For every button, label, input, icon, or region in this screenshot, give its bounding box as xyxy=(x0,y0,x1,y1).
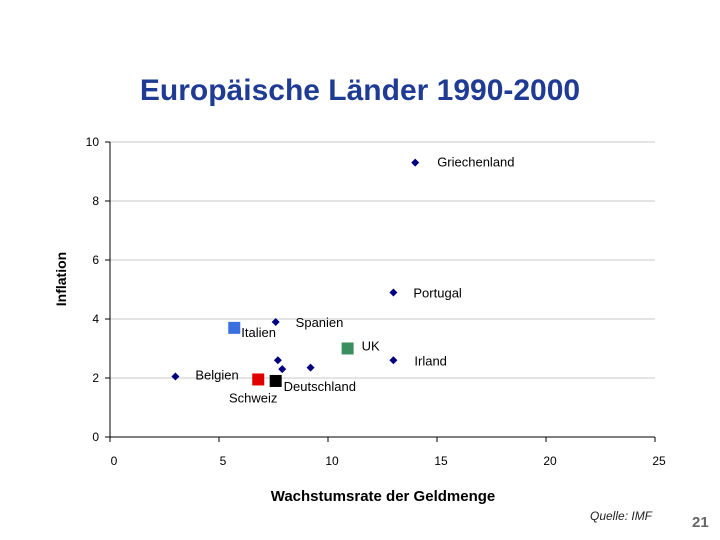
axes xyxy=(105,141,656,442)
data-point-diamond xyxy=(411,158,420,167)
data-point-square xyxy=(269,374,282,387)
point-label: Italien xyxy=(241,325,276,340)
page-number: 21 xyxy=(692,514,709,531)
point-label: Irland xyxy=(414,353,447,368)
y-axis-label: Inflation xyxy=(53,252,69,306)
point-label: Belgien xyxy=(195,368,238,383)
data-point-diamond xyxy=(389,288,398,297)
x-tick-label: 5 xyxy=(220,454,227,468)
point-label: Spanien xyxy=(296,315,344,330)
y-tick-label: 10 xyxy=(86,135,100,149)
data-point-diamond xyxy=(271,317,280,326)
chart-title: Europäische Länder 1990-2000 xyxy=(139,74,581,107)
point-labels: Griechenland Portugal Spanien Italien UK Irla… xyxy=(195,155,514,406)
point-label: Deutschland xyxy=(284,379,356,394)
y-tick-label: 4 xyxy=(92,312,99,326)
data-point-diamond xyxy=(278,365,287,374)
data-point-square xyxy=(228,321,241,334)
data-point-diamond xyxy=(171,372,180,381)
y-tick-label: 2 xyxy=(92,371,99,385)
point-label: Griechenland xyxy=(437,155,514,170)
point-label: UK xyxy=(362,339,380,354)
source-note: Quelle: IMF xyxy=(590,509,653,523)
tick-labels: 0 2 4 6 8 10 0 5 10 15 20 25 xyxy=(86,135,666,468)
x-tick-label: 0 xyxy=(111,454,118,468)
x-tick-label: 15 xyxy=(434,454,448,468)
data-points xyxy=(171,158,420,387)
y-tick-label: 6 xyxy=(92,253,99,267)
y-tick-label: 8 xyxy=(92,194,99,208)
point-label: Schweiz xyxy=(229,390,277,405)
point-label: Portugal xyxy=(413,285,462,300)
x-tick-label: 25 xyxy=(652,454,666,468)
x-tick-label: 20 xyxy=(543,454,557,468)
data-point-diamond xyxy=(306,363,315,372)
data-point-square xyxy=(341,342,354,355)
data-point-square xyxy=(252,373,265,386)
x-tick-label: 10 xyxy=(325,454,339,468)
gridlines xyxy=(110,141,655,379)
y-tick-label: 0 xyxy=(92,430,99,444)
data-point-diamond xyxy=(273,356,282,365)
x-axis-label: Wachstumsrate der Geldmenge xyxy=(271,488,496,505)
data-point-diamond xyxy=(389,356,398,365)
